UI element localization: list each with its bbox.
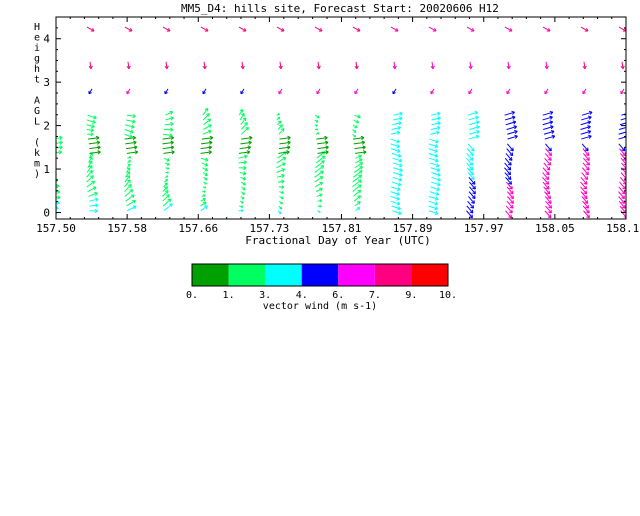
wind-vector-head [53, 118, 56, 121]
x-axis-label: Fractional Day of Year (UTC) [245, 234, 430, 247]
wind-vector-head [628, 111, 631, 114]
wind-vector-head [52, 126, 55, 129]
wind-vector [50, 151, 54, 158]
wind-vector-head [52, 168, 55, 171]
y-label-char: A [34, 96, 40, 107]
y-label-char: ( [34, 138, 40, 149]
legend-label: 0. [186, 290, 198, 301]
legend-label: 10. [439, 290, 457, 301]
wind-vector-head [628, 116, 631, 119]
legend-label: 7. [369, 290, 381, 301]
x-tick-label: 158.05 [535, 222, 575, 235]
y-label-char: e [34, 33, 40, 44]
plot-area [56, 17, 626, 219]
wind-vector [50, 126, 55, 130]
wind-vector-head [51, 151, 54, 154]
legend-swatch [229, 264, 266, 286]
y-tick-label: 4 [43, 33, 50, 46]
x-tick-label: 157.58 [107, 222, 147, 235]
y-label-char: g [34, 54, 40, 65]
y-label-char: G [34, 106, 40, 117]
wind-vector-head [626, 126, 629, 129]
y-label-char: H [34, 22, 40, 33]
y-label-char: i [34, 43, 40, 54]
legend-label: 3. [259, 290, 271, 301]
wind-vectors [49, 27, 632, 218]
legend-label: 1. [223, 290, 235, 301]
legend-swatch [265, 264, 302, 286]
y-label-char: ) [34, 169, 40, 180]
legend-title: vector wind (m s-1) [263, 301, 377, 312]
y-label-char: m [34, 159, 40, 170]
y-label-char: k [34, 148, 40, 159]
y-tick-label: 1 [43, 163, 50, 176]
x-tick-label: 157.97 [464, 222, 504, 235]
wind-vector [49, 157, 54, 163]
wind-vector-head [51, 162, 54, 165]
wind-vector-head [52, 122, 55, 125]
y-label-char: t [34, 75, 40, 86]
legend-swatch [375, 264, 412, 286]
legend-label: 4. [296, 290, 308, 301]
y-tick-label: 2 [43, 120, 50, 133]
wind-vector [619, 127, 629, 130]
wind-vector [620, 122, 630, 125]
x-tick-label: 157.66 [178, 222, 218, 235]
legend-swatch [192, 264, 229, 286]
wind-vector [619, 136, 629, 139]
legend-swatch [338, 264, 375, 286]
x-tick-label: 158.12 [606, 222, 640, 235]
wind-vector [51, 130, 55, 135]
wind-vector [49, 27, 56, 31]
y-label-char: L [34, 117, 40, 128]
wind-vector-head [52, 130, 55, 133]
x-tick-label: 157.50 [36, 222, 76, 235]
legend-swatch [411, 264, 448, 286]
wind-vector-head [51, 157, 54, 160]
y-tick-label: 3 [43, 76, 50, 89]
wind-vector [619, 131, 629, 134]
legend-label: 6. [332, 290, 344, 301]
y-tick-label: 0 [43, 206, 50, 219]
legend-swatch [302, 264, 339, 286]
chart-title: MM5_D4: hills site, Forecast Start: 2002… [181, 2, 499, 15]
vector-group [49, 27, 632, 218]
color-legend: 0. 1. 3. 4. 6. 7. 9. 10. vector wind (m s-1) [186, 264, 457, 312]
y-label-char: h [34, 64, 40, 75]
legend-label: 9. [405, 290, 417, 301]
wind-vector-head [627, 121, 630, 124]
